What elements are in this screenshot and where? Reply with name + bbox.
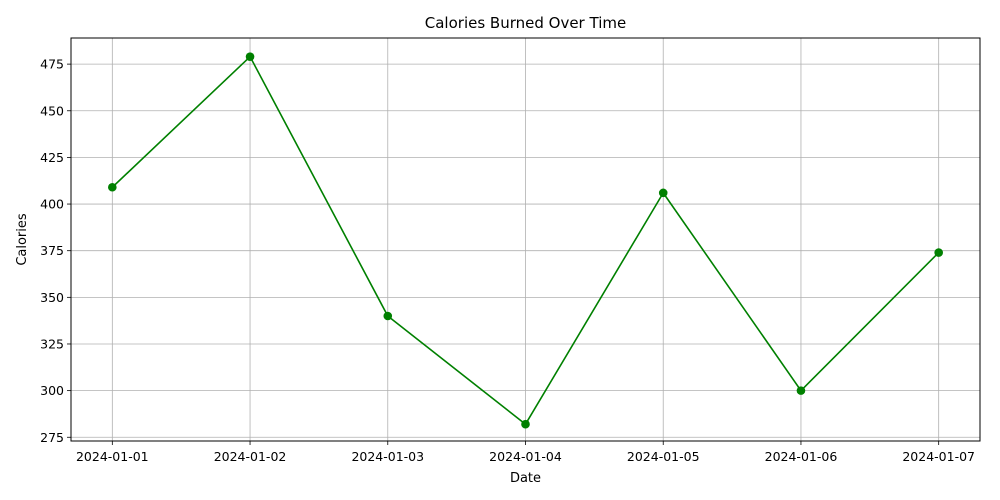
- y-tick-label: 350: [40, 290, 64, 305]
- data-point: [383, 311, 393, 321]
- series-layer: [108, 52, 943, 429]
- data-point: [245, 52, 255, 61]
- y-tick-label: 375: [40, 243, 64, 258]
- data-point: [108, 182, 117, 192]
- chart-title: Calories Burned Over Time: [425, 14, 626, 32]
- x-tick-label: 2024-01-06: [765, 449, 838, 464]
- data-point: [658, 188, 668, 198]
- y-tick-label: 425: [40, 150, 64, 165]
- x-tick-label: 2024-01-04: [489, 449, 562, 464]
- y-axis-label: Calories: [15, 213, 30, 266]
- y-tick-label: 475: [40, 57, 64, 72]
- x-tick-label: 2024-01-02: [214, 449, 287, 464]
- y-tick-label: 400: [40, 197, 64, 212]
- y-tick-label: 275: [40, 430, 64, 445]
- data-point: [934, 248, 943, 257]
- x-tick-label: 2024-01-01: [76, 449, 149, 464]
- grid: [71, 38, 980, 441]
- data-point: [521, 419, 530, 429]
- x-axis: 2024-01-01 2024-01-02 2024-01-03 2024-01-04…: [76, 441, 975, 464]
- x-axis-label: Date: [510, 471, 541, 486]
- x-tick-label: 2024-01-05: [627, 449, 700, 464]
- y-tick-label: 450: [40, 103, 64, 118]
- y-tick-label: 325: [40, 336, 64, 351]
- y-axis: 275 300 325 350 375 400 425 450 475: [40, 57, 71, 445]
- y-tick-label: 300: [40, 383, 64, 398]
- data-point: [796, 386, 806, 395]
- x-tick-label: 2024-01-03: [351, 449, 424, 464]
- x-tick-label: 2024-01-07: [902, 449, 975, 464]
